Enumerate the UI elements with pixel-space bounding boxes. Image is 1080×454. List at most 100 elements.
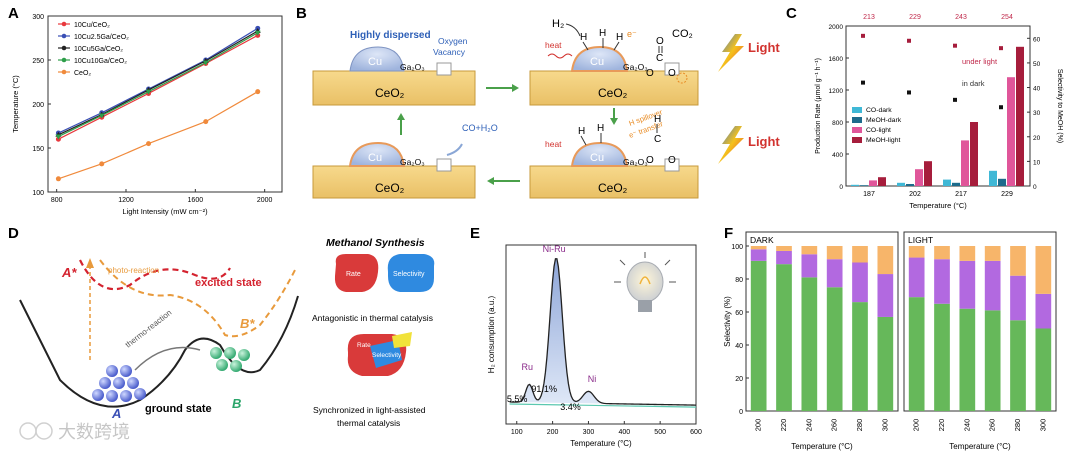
y2-tick-label: 40	[1033, 86, 1041, 93]
peak-share: 91.1%	[531, 384, 557, 394]
rate-label: Rate	[346, 271, 361, 278]
x-tick-label: 100	[511, 429, 523, 436]
legend-swatch	[852, 117, 862, 123]
chart-e: 100 200 300 400 500 600 Temperature (°C) H₂ con…	[487, 244, 702, 448]
legend-swatch	[852, 127, 862, 133]
stacked-bar-segment	[826, 246, 843, 260]
h2-arrow	[565, 23, 581, 37]
peak-area	[509, 258, 696, 406]
stacked-bar-segment	[750, 246, 767, 250]
plot-frame	[505, 244, 697, 425]
y-tick-label: 60	[735, 310, 743, 317]
o-atom: O	[646, 68, 654, 79]
x-tick-label: 217	[955, 191, 967, 198]
data-point	[255, 89, 261, 95]
y-axis-label: H₂ consumption (a.u.)	[487, 295, 496, 373]
annotation-in-dark: in dark	[962, 79, 985, 88]
stacked-bar-segment	[801, 246, 818, 255]
stacked-bar-segment	[750, 249, 767, 261]
excited-state-curve-orange	[99, 259, 297, 338]
legend-label: MeOH-dark	[866, 117, 902, 124]
methanol-title: Methanol Synthesis	[326, 237, 425, 249]
x-tick-label: 600	[690, 429, 702, 436]
schematic-d: A* B* photo-reaction excited state therm…	[19, 237, 435, 428]
selectivity-dark-point	[907, 90, 911, 95]
co2-label: CO₂	[672, 28, 693, 40]
ga2o3-label: Ga₂O₃	[623, 157, 648, 167]
o-atom: O	[668, 155, 676, 166]
series-line	[58, 27, 259, 134]
product-balls	[210, 347, 250, 372]
h-atom: H	[654, 114, 661, 125]
ceo2-label: CeO₂	[375, 181, 405, 195]
x-tick-label: 260	[988, 419, 997, 432]
y2-tick-label: 10	[1033, 159, 1041, 166]
panel-label-a: A	[8, 5, 19, 22]
top-temperature-label: 243	[955, 14, 967, 21]
legend-label: MeOH-light	[866, 137, 900, 144]
b-star-label: B*	[240, 316, 255, 331]
y-tick-label: 150	[32, 146, 44, 153]
selectivity-label: Selectivity	[372, 352, 402, 359]
bar	[915, 169, 923, 186]
x-tick-label: 229	[1001, 191, 1013, 198]
data-point	[146, 141, 152, 147]
h-atom: H	[616, 32, 623, 43]
synchronized-line-2: thermal catalysis	[337, 418, 400, 428]
stacked-bar-segment	[1010, 275, 1026, 321]
y-axis-label: Selectivity (%)	[723, 296, 732, 347]
synchronized-line-1: Synchronized in light-assisted	[313, 405, 426, 415]
ga2o3-label: Ga₂O₃	[400, 157, 425, 167]
ga2o3-label: Ga₂O₃	[623, 62, 648, 72]
x-tick-label: 202	[909, 191, 921, 198]
data-point	[98, 113, 105, 119]
legend-marker	[61, 57, 67, 63]
series-line	[58, 91, 259, 180]
light-label: Light	[748, 40, 780, 55]
heat-label: heat	[545, 40, 562, 50]
stacked-bar-segment	[776, 264, 792, 411]
x-tick-label: 220	[937, 419, 946, 432]
x-tick-label: 240	[962, 419, 971, 432]
plot-frame	[745, 231, 899, 412]
stacked-bar-segment	[801, 277, 818, 411]
stacked-bar-segment	[776, 250, 792, 265]
stacked-bar-segment	[959, 260, 976, 309]
legend-label: CO-light	[866, 127, 891, 134]
x-tick-label: 200	[912, 419, 921, 432]
y-tick-label: 400	[832, 152, 843, 159]
stacked-bar-segment	[801, 254, 818, 278]
co-h2o-label: CO+H₂O	[462, 123, 498, 133]
selectivity-dark-point	[953, 97, 957, 102]
peak-label: Ni	[588, 374, 597, 384]
stacked-bar-segment	[852, 262, 868, 303]
panel-label-c: C	[786, 5, 797, 22]
legend-marker	[61, 45, 67, 51]
x-axis-label: Temperature (°C)	[791, 442, 853, 451]
chart-f: Selectivity (%) 0 20 40 60 80 100 DARK 200 220 240…	[723, 231, 1057, 451]
legend-label: CeO₂	[74, 70, 91, 77]
cu-label: Cu	[368, 152, 382, 164]
stacked-bar-segment	[826, 287, 843, 411]
stacked-bar-segment	[852, 302, 868, 411]
cu-particle	[349, 46, 405, 72]
selectivity-label: Selectivity	[393, 271, 425, 278]
ceo2-label: CeO₂	[375, 86, 405, 100]
highly-dispersed-label: Highly dispersed	[350, 30, 431, 41]
o-atom: O	[646, 155, 654, 166]
legend-marker	[61, 33, 67, 39]
c-atom: C	[656, 53, 663, 64]
stacked-bar-segment	[959, 308, 976, 411]
cu-label: Cu	[590, 152, 604, 164]
legend-label: 10Cu5Ga/CeO₂	[74, 46, 123, 53]
vacancy-label: Vacancy	[433, 47, 466, 57]
cu-label: Cu	[590, 56, 604, 68]
antagonistic-label: Antagonistic in thermal catalysis	[312, 313, 433, 323]
data-point	[55, 134, 62, 140]
stacked-bar-segment	[877, 316, 894, 411]
annotation-under-light: under light	[962, 57, 998, 66]
peak-share: 5.5%	[507, 394, 528, 404]
h2-label: H₂	[552, 18, 564, 30]
x-tick-label: 300	[583, 429, 595, 436]
